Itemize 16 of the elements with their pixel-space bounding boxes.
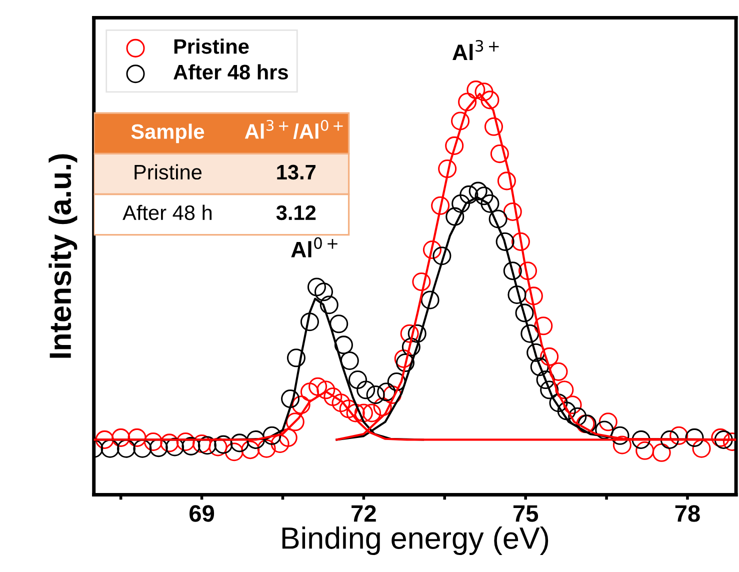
legend-label: Pristine bbox=[174, 38, 249, 54]
annotation: Al$^{0+}$ bbox=[291, 237, 338, 258]
legend-label: After 48 hrs bbox=[174, 64, 288, 80]
annotation: Pristine bbox=[134, 164, 202, 180]
annotation: 13.7 bbox=[277, 164, 316, 180]
x-tick-label: 75 bbox=[513, 505, 538, 522]
x-axis-title: Binding energy (eV) bbox=[282, 526, 548, 555]
annotation: 3.12 bbox=[276, 205, 316, 220]
x-tick-label: 72 bbox=[352, 505, 376, 522]
y-axis-title: Intensity (a.u.) bbox=[48, 154, 78, 358]
annotation: Al$^{3+}$ bbox=[452, 40, 499, 60]
annotation: After 48 h bbox=[122, 204, 212, 220]
x-tick-label: 69 bbox=[190, 505, 214, 522]
annotation: Al$^{3+}$/Al$^{0+}$ bbox=[244, 120, 343, 140]
annotation: Sample bbox=[131, 124, 204, 144]
x-tick-label: 78 bbox=[675, 505, 700, 522]
